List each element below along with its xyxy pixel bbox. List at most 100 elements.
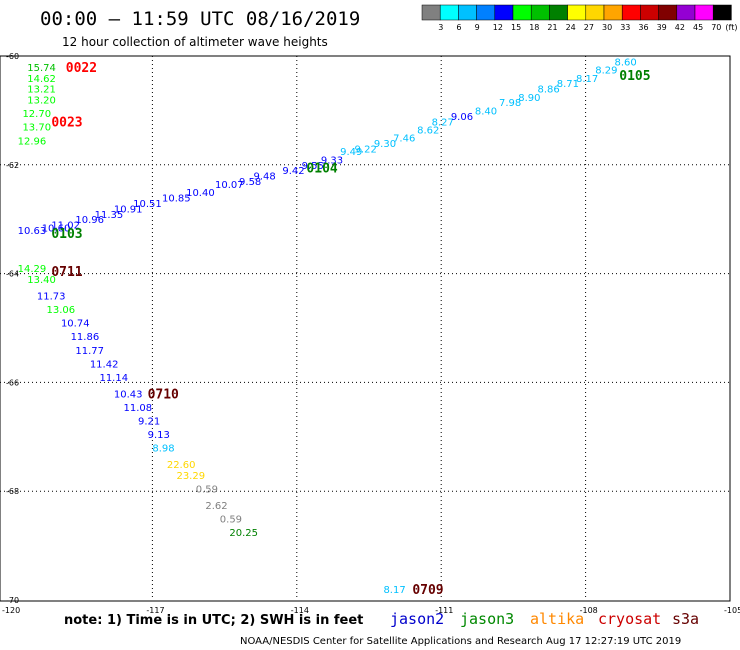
swh-value: 8.40 xyxy=(475,106,497,117)
satellite-legend-item: altika xyxy=(530,610,584,628)
colorbar-label: 24 xyxy=(566,23,576,32)
swh-value: 10.43 xyxy=(114,389,143,400)
satellite-legend-item: jason3 xyxy=(460,610,514,628)
swh-value: 9.06 xyxy=(451,112,473,123)
swh-value: 9.42 xyxy=(282,166,304,177)
pass-time-label: 0022 xyxy=(66,61,97,76)
swh-value: 9.33 xyxy=(321,155,343,166)
swh-value: 7.98 xyxy=(499,98,521,109)
y-tick-label: -70 xyxy=(6,596,19,605)
colorbar-label: 39 xyxy=(657,23,667,32)
colorbar-label: 36 xyxy=(638,23,648,32)
chart-title: 00:00 – 11:59 UTC 08/16/2019 xyxy=(40,8,360,30)
swh-value: 8.60 xyxy=(614,57,636,68)
chart-subtitle: 12 hour collection of altimeter wave hei… xyxy=(62,35,328,49)
colorbar-swatch xyxy=(712,4,732,21)
swh-value: 8.29 xyxy=(595,66,617,77)
swh-value: 11.02 xyxy=(51,221,80,232)
y-axis-ticks: -60 -62 -64 -66 -68 -70 xyxy=(6,52,19,605)
colorbar-swatch xyxy=(476,4,496,21)
footer-note: note: 1) Time is in UTC; 2) SWH is in fe… xyxy=(64,613,363,628)
swh-value: 12.96 xyxy=(18,136,47,147)
swh-value: 11.08 xyxy=(124,403,153,414)
footer-credit: NOAA/NESDIS Center for Satellite Applica… xyxy=(240,636,681,647)
swh-value: 13.21 xyxy=(27,85,56,96)
swh-value: 8.90 xyxy=(518,93,540,104)
swh-value: 13.40 xyxy=(27,275,56,286)
colorbar-label: 42 xyxy=(675,23,685,32)
swh-value: 10.07 xyxy=(215,180,244,191)
swh-value: 13.06 xyxy=(47,305,76,316)
swh-value: 10.85 xyxy=(162,193,191,204)
swh-value: 8.62 xyxy=(417,125,439,136)
swh-value: 8.71 xyxy=(557,79,579,90)
swh-value: 12.70 xyxy=(22,109,51,120)
swh-value: 13.20 xyxy=(27,96,56,107)
colorbar-swatch xyxy=(494,4,514,21)
swh-value: 9.22 xyxy=(355,144,377,155)
satellite-legend-item: s3a xyxy=(672,610,699,628)
y-tick-label: -62 xyxy=(6,161,19,170)
swh-value: 7.46 xyxy=(393,134,415,145)
colorbar-label: 9 xyxy=(475,23,480,32)
pass-labels: 0022 0023 0103 0104 0105 0711 0710 0709 xyxy=(51,61,650,598)
swh-value: 10.91 xyxy=(114,204,143,215)
swh-value: 8.98 xyxy=(152,444,174,455)
swh-value: 10.63 xyxy=(18,226,47,237)
swh-value: 13.70 xyxy=(22,123,51,134)
swh-value: 0.59 xyxy=(220,514,242,525)
swh-value: 14.62 xyxy=(27,74,56,85)
colorbar-label: 30 xyxy=(602,23,612,32)
pass-time-label: 0710 xyxy=(148,387,179,402)
colorbar-swatch xyxy=(603,4,623,21)
swh-value: 9.21 xyxy=(138,416,160,427)
plot-frame xyxy=(0,55,731,602)
colorbar-label: 33 xyxy=(620,23,630,32)
colorbar-label: 15 xyxy=(511,23,521,32)
colorbar-label: 6 xyxy=(456,23,461,32)
swh-value: 20.25 xyxy=(229,528,258,539)
colorbar-swatch xyxy=(694,4,714,21)
y-tick-label: -64 xyxy=(6,270,19,279)
x-tick-label: -117 xyxy=(146,606,164,615)
colorbar-label: 21 xyxy=(547,23,557,32)
swh-value: 15.74 xyxy=(27,63,56,74)
colorbar-label: 45 xyxy=(693,23,703,32)
colorbar-swatch xyxy=(640,4,659,21)
swh-value: 9.13 xyxy=(148,430,170,441)
swh-value: 11.77 xyxy=(75,346,104,357)
plot-grid xyxy=(0,56,730,600)
pass-time-label: 0711 xyxy=(51,265,82,280)
swh-value: 11.35 xyxy=(95,210,124,221)
swh-value: 10.74 xyxy=(61,319,90,330)
colorbar-label: 12 xyxy=(493,23,503,32)
swh-value: 11.86 xyxy=(71,332,100,343)
swh-value: 10.96 xyxy=(75,215,104,226)
x-tick-label: -111 xyxy=(435,606,453,615)
colorbar-swatch xyxy=(421,4,441,21)
colorbar-swatch xyxy=(567,4,587,21)
swh-value: 8.27 xyxy=(432,117,454,128)
y-tick-label: -68 xyxy=(6,487,19,496)
swh-value: 22.60 xyxy=(167,460,196,471)
colorbar-label: 70 xyxy=(711,23,721,32)
colorbar-label: 3 xyxy=(438,23,443,32)
swh-value: 2.62 xyxy=(205,501,227,512)
x-tick-label: -114 xyxy=(291,606,309,615)
colorbar-unit: (ft) xyxy=(725,23,737,32)
pass-time-label: 0103 xyxy=(51,227,82,242)
pass-time-label: 0104 xyxy=(306,162,337,177)
swh-value: 11.73 xyxy=(37,291,66,302)
colorbar-swatch xyxy=(676,4,696,21)
swh-value: 14.29 xyxy=(18,264,47,275)
satellite-legend: jason2 jason3 altika cryosat s3a xyxy=(390,610,699,628)
swh-value: 10.40 xyxy=(186,188,215,199)
swh-value: 9.55 xyxy=(302,161,324,172)
pass-time-label: 0023 xyxy=(51,115,82,130)
colorbar-swatch xyxy=(439,4,459,21)
x-axis-ticks: -120 -117 -114 -111 -108 -105 xyxy=(2,606,740,615)
swh-value: 0.59 xyxy=(196,484,218,495)
swh-value: 11.42 xyxy=(90,359,119,370)
colorbar-swatch xyxy=(658,4,678,21)
